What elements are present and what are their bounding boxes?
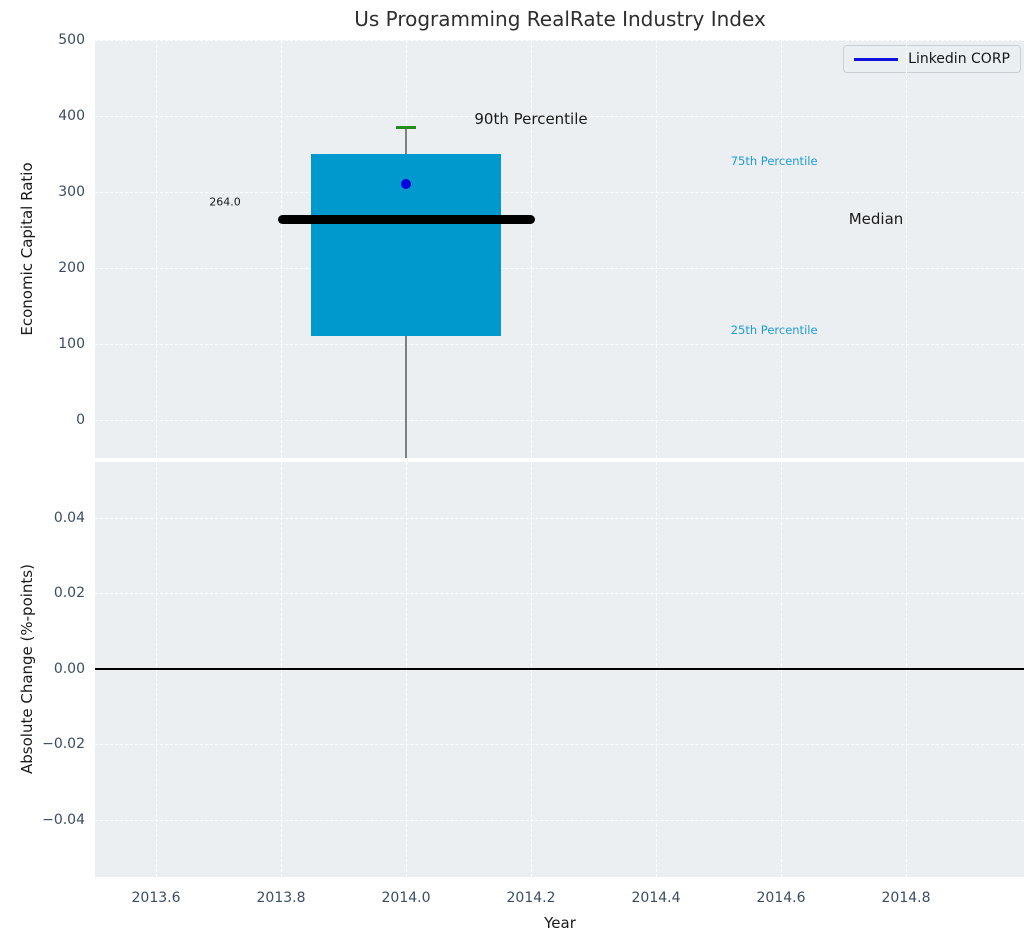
x-tick-label: 2014.8 <box>881 890 931 906</box>
x-tick-label: 2013.8 <box>256 890 306 906</box>
annotation-25th-percentile: 25th Percentile <box>730 323 818 338</box>
top-axes: Linkedin CORP 90th Percentile 75th Percen… <box>95 40 1024 458</box>
bottom-axes <box>95 462 1024 877</box>
x-gridline <box>531 40 532 458</box>
chart-title: Us Programming RealRate Industry Index <box>354 7 766 31</box>
annotation-75th-percentile: 75th Percentile <box>730 153 818 168</box>
x-tick-label: 2014.2 <box>506 890 556 906</box>
zero-change-line <box>95 667 1024 670</box>
y-gridline <box>95 192 1024 193</box>
median-line <box>277 214 535 224</box>
y-gridline <box>95 819 1024 821</box>
y-tick-label: 200 <box>58 260 85 276</box>
company-marker-dot <box>401 179 411 190</box>
y-gridline <box>95 344 1024 345</box>
x-gridline <box>781 40 782 458</box>
y-tick-label: 300 <box>58 184 85 200</box>
x-gridline <box>906 40 907 458</box>
y-gridline <box>95 268 1024 269</box>
y-gridline <box>95 40 1024 41</box>
legend: Linkedin CORP <box>843 45 1021 73</box>
x-gridline <box>656 40 657 458</box>
y-tick-label: 100 <box>58 336 85 352</box>
x-tick-label: 2014.6 <box>756 890 806 906</box>
x-gridline <box>281 40 282 458</box>
y-tick-label: 0.00 <box>53 660 85 677</box>
y-gridline <box>95 517 1024 519</box>
y-tick-label: 0 <box>76 412 85 428</box>
x-axis-label: Year <box>544 914 576 932</box>
x-tick-label: 2014.4 <box>631 890 681 906</box>
annotation-median: Median <box>848 210 904 229</box>
annotation-264-0: 264.0 <box>209 195 241 209</box>
y-gridline <box>95 420 1024 421</box>
y-tick-label: 400 <box>58 108 85 124</box>
y-tick-label: 0.02 <box>53 585 85 602</box>
x-gridline <box>156 40 157 458</box>
y-gridline <box>95 116 1024 117</box>
percentile-90-cap <box>396 125 416 129</box>
x-tick-label: 2014.0 <box>381 890 431 906</box>
y-gridline <box>95 593 1024 595</box>
y-gridline <box>95 744 1024 746</box>
x-tick-label: 2013.6 <box>131 890 181 906</box>
legend-line-sample <box>854 57 899 61</box>
y-tick-label: 0.04 <box>53 509 85 526</box>
y-tick-label: −0.02 <box>42 736 85 753</box>
annotation-90th-percentile: 90th Percentile <box>474 110 588 129</box>
y-tick-label: 500 <box>58 32 85 48</box>
y-tick-label: −0.04 <box>42 811 85 828</box>
legend-label: Linkedin CORP <box>908 51 1010 67</box>
